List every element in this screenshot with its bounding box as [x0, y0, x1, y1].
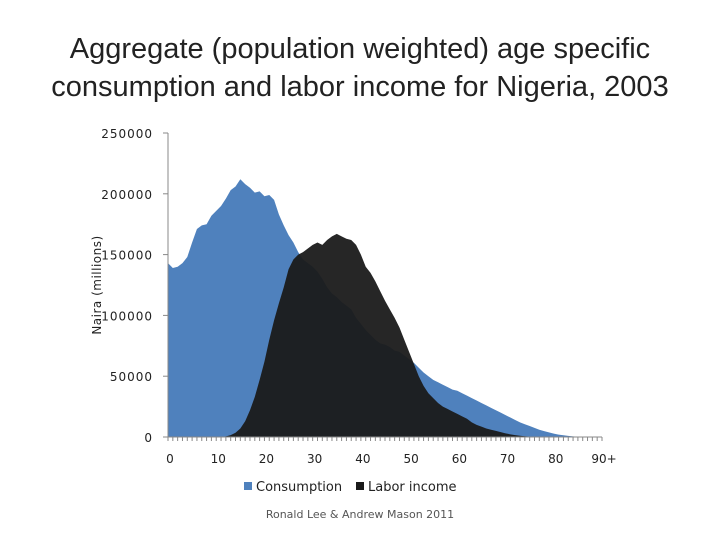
x-tick-label: 40 — [355, 452, 370, 466]
x-tick-label: 50 — [403, 452, 418, 466]
x-tick-label: 0 — [166, 452, 174, 466]
series-area-labor-income — [168, 233, 602, 437]
y-tick-label: 50000 — [110, 370, 153, 384]
y-tick-label: 150000 — [101, 249, 153, 263]
credit-text: Ronald Lee & Andrew Mason 2011 — [265, 508, 455, 521]
x-tick-label: 90+ — [591, 452, 616, 466]
y-tick-label: 100000 — [101, 309, 153, 323]
legend-label-consumption: Consumption — [256, 480, 342, 495]
series-layer — [168, 179, 602, 437]
y-tick-label: 0 — [144, 431, 153, 445]
chart-title-line-2: consumption and labor income for Nigeria… — [51, 71, 669, 103]
axis-layer: 0 50000 100000 150000 200000 250000 0 10 20 30 40 5… — [90, 127, 617, 466]
chart-title: Aggregate (population weighted) age spec… — [20, 30, 700, 106]
y-tick-label: 200000 — [101, 188, 153, 202]
legend-swatch-consumption — [244, 482, 252, 490]
x-tick-label: 80 — [548, 452, 563, 466]
x-tick-label: 10 — [211, 452, 226, 466]
legend-swatch-labor-income — [356, 482, 364, 490]
legend: Consumption Labor income — [244, 480, 457, 495]
x-tick-label: 20 — [259, 452, 274, 466]
legend-label-labor-income: Labor income — [368, 480, 457, 495]
y-axis-label: Naira (millions) — [90, 235, 104, 334]
x-tick-label: 70 — [500, 452, 515, 466]
y-tick-label: 250000 — [101, 127, 153, 141]
chart-title-line-1: Aggregate (population weighted) age spec… — [69, 33, 651, 65]
x-tick-label: 60 — [452, 452, 467, 466]
x-tick-label: 30 — [307, 452, 322, 466]
